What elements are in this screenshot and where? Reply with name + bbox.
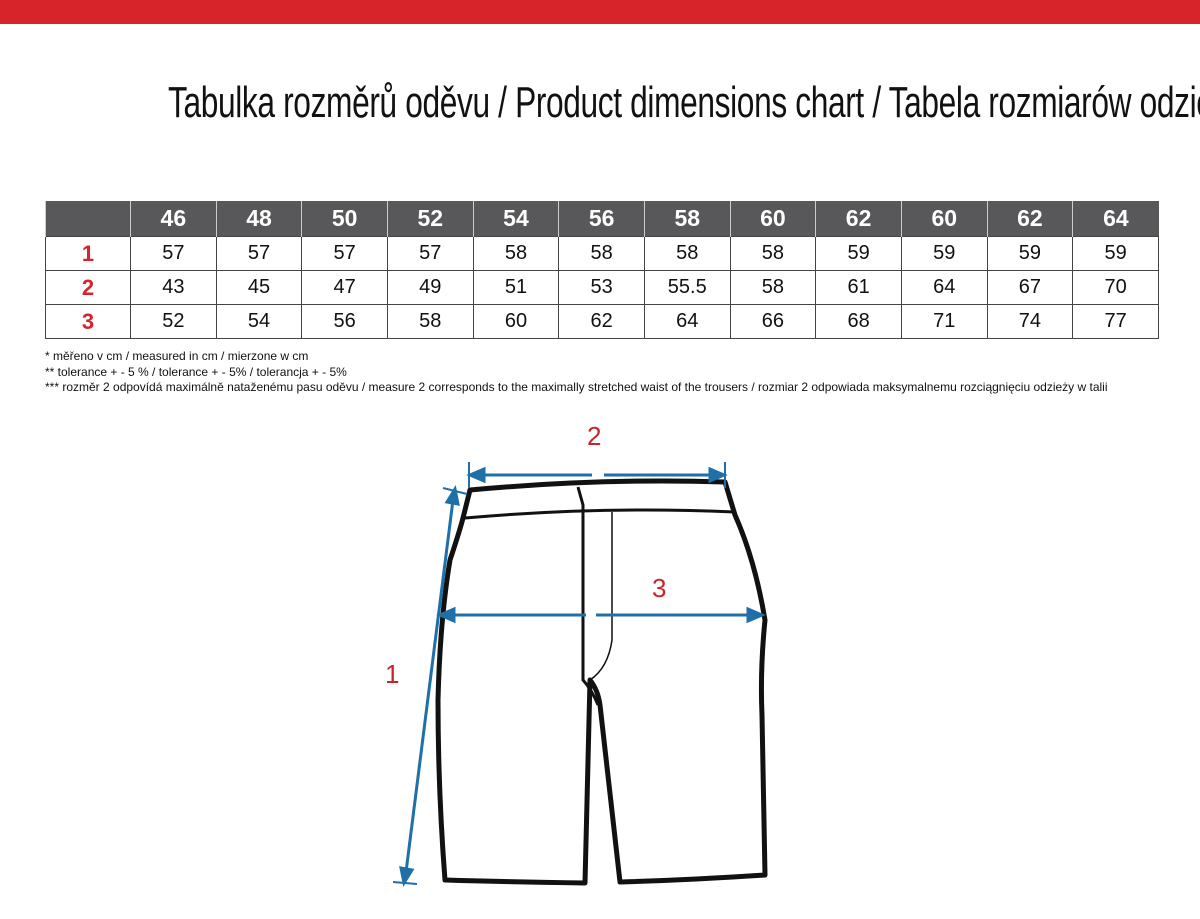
size-header: 54 [472,201,559,237]
table-row: 2 43 45 47 49 51 53 55.5 58 61 64 67 70 [45,270,1159,305]
fly-line [576,486,600,706]
waistband-line [464,508,736,520]
size-header: 60 [900,201,988,237]
table-cell: 57 [215,236,303,271]
row-label: 3 [45,304,131,339]
size-table: 46 48 50 52 54 56 58 60 62 60 62 64 1 57 57 57 57 58 58 58… [45,201,1159,339]
table-cell: 68 [815,304,902,339]
shorts-outline [435,478,768,886]
size-header: 60 [729,201,816,237]
dimension-3-label: 3 [652,573,667,603]
size-header: 62 [986,201,1073,237]
size-header: 62 [815,201,902,237]
size-header: 58 [643,201,731,237]
table-cell: 58 [472,236,560,271]
table-cell: 56 [301,304,388,339]
table-cell: 70 [1072,270,1159,305]
table-cell: 43 [130,270,217,305]
size-header: 46 [130,201,217,237]
table-cell: 66 [729,304,817,339]
size-header: 48 [215,201,302,237]
header-row: 46 48 50 52 54 56 58 60 62 60 62 64 [45,201,1159,237]
table-cell: 58 [558,236,645,271]
table-row: 3 52 54 56 58 60 62 64 66 68 71 74 77 [45,304,1159,339]
dimension-1-label: 1 [385,659,400,689]
size-header: 64 [1072,201,1159,237]
size-header: 52 [386,201,474,237]
row-label: 1 [45,236,131,271]
note-2: ** tolerance + - 5 % / tolerance + - 5% … [45,364,347,379]
note-1: * měřeno v cm / measured in cm / mierzon… [45,349,309,363]
table-cell: 57 [130,236,217,271]
table-cell: 52 [130,304,217,339]
fly-stitch [589,512,613,681]
table-cell: 58 [643,236,731,271]
table-cell: 64 [643,304,731,339]
table-cell: 57 [301,236,388,271]
table-cell: 55.5 [643,270,731,305]
dimension-1-arrow [403,491,456,881]
table-cell: 62 [558,304,645,339]
corner-cell [45,201,131,237]
table-cell: 54 [215,304,303,339]
row-label: 2 [45,270,131,305]
size-header: 50 [301,201,388,237]
notes: * měřeno v cm / measured in cm / mierzon… [45,349,1155,396]
table-cell: 64 [900,270,988,305]
table-cell: 58 [729,236,817,271]
table-cell: 47 [301,270,388,305]
table-cell: 51 [472,270,560,305]
table-cell: 77 [1072,304,1159,339]
table-cell: 60 [472,304,560,339]
dimension-2-label: 2 [587,421,602,451]
table-cell: 71 [900,304,988,339]
page-title: Tabulka rozměrů oděvu / Product dimensio… [167,78,1200,127]
table-cell: 74 [986,304,1074,339]
note-3: *** rozměr 2 odpovídá maximálně natažené… [45,380,1108,394]
table-row: 1 57 57 57 57 58 58 58 58 59 59 59 59 [45,236,1159,271]
top-bar [0,0,1200,24]
size-header: 56 [558,201,645,237]
table-cell: 53 [558,270,645,305]
table-cell: 59 [900,236,988,271]
table-cell: 57 [386,236,474,271]
table-cell: 59 [815,236,902,271]
